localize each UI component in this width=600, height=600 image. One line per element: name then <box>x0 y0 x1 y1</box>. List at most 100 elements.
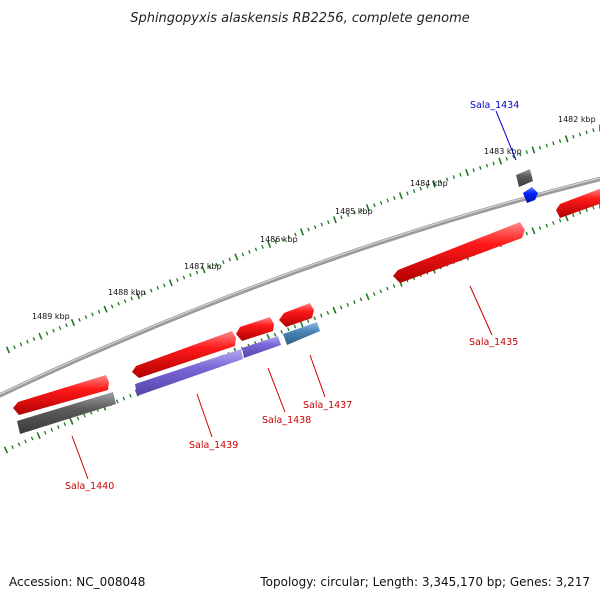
tick-mark <box>592 128 595 133</box>
tick-mark <box>398 192 403 200</box>
tick-mark <box>234 253 239 261</box>
tick-mark <box>319 313 323 318</box>
tick-mark <box>545 143 548 148</box>
tick-mark <box>386 198 389 203</box>
tick-mark <box>552 221 555 225</box>
gene-sala-1434-rna[interactable] <box>523 187 538 203</box>
tick-mark <box>69 417 74 425</box>
tick-mark <box>129 393 132 398</box>
gene-arrow-sala-1435[interactable] <box>393 222 525 283</box>
tick-mark <box>189 273 192 277</box>
gene-arrow-1[interactable] <box>279 303 314 327</box>
gene-label-sala-1437[interactable]: Sala_1437 <box>303 400 352 411</box>
gene-sala-1437[interactable] <box>283 322 320 345</box>
tick-mark <box>24 439 27 444</box>
tick-mark <box>564 135 569 143</box>
tick-mark <box>432 180 436 188</box>
tick-mark <box>353 300 356 305</box>
tick-mark <box>103 305 108 313</box>
tick-mark <box>585 208 588 213</box>
tick-mark <box>538 226 542 231</box>
gene-label-sala-1434[interactable]: Sala_1434 <box>470 100 519 111</box>
gene-label-sala-1439[interactable]: Sala_1439 <box>189 440 238 451</box>
tick-mark <box>558 139 562 143</box>
tick-mark <box>306 319 310 323</box>
gene-sala-1439[interactable] <box>135 349 243 396</box>
tick-mark <box>201 266 206 274</box>
gene-arrow-3[interactable] <box>132 331 236 378</box>
tick-mark <box>531 146 536 154</box>
tick-label: 1485 kbp <box>335 207 373 216</box>
tick-mark <box>525 231 529 236</box>
gene-sala-1438[interactable] <box>242 336 281 358</box>
tick-mark <box>19 342 23 347</box>
tick-mark <box>373 203 376 208</box>
tick-mark <box>57 425 60 429</box>
tick-mark <box>518 152 522 157</box>
tick-label: 1484 kbp <box>410 179 448 188</box>
tick-label: 1487 kbp <box>184 262 222 271</box>
tick-mark <box>78 317 81 322</box>
tick-mark <box>76 416 80 421</box>
tick-mark <box>465 168 469 177</box>
tick-mark <box>572 213 575 218</box>
tick-mark <box>419 186 422 191</box>
tick-mark <box>426 184 429 189</box>
tick-mark <box>326 310 330 315</box>
gene-label-sala-1438[interactable]: Sala_1438 <box>262 415 311 426</box>
tick-mark <box>50 427 54 432</box>
tick-mark <box>558 218 562 223</box>
tick-mark <box>13 345 16 350</box>
tick-mark <box>572 134 575 139</box>
tick-mark <box>5 346 11 354</box>
tick-mark <box>280 237 284 242</box>
tick-mark <box>472 168 475 173</box>
tick-mark <box>110 304 114 309</box>
gene-label-sala-1440[interactable]: Sala_1440 <box>65 481 114 492</box>
tick-mark <box>327 220 330 225</box>
tick-mark <box>156 286 160 290</box>
tick-mark <box>163 283 166 288</box>
gene-sala-1440[interactable] <box>17 392 116 434</box>
tick-mark <box>261 244 264 249</box>
tick-mark <box>320 222 324 227</box>
tick-mark <box>332 216 337 224</box>
tick-mark <box>452 175 456 180</box>
tick-mark <box>63 422 67 427</box>
tick-mark <box>30 436 34 441</box>
tick-mark <box>123 299 127 304</box>
tick-mark <box>11 445 14 450</box>
tick-mark <box>280 330 283 334</box>
tick-mark <box>182 275 186 280</box>
tick-mark <box>531 227 536 235</box>
tick-mark <box>492 161 495 166</box>
tick-mark <box>58 326 62 330</box>
tick-mark <box>215 262 218 267</box>
tick-mark <box>45 331 49 336</box>
map-title: Sphingopyxis alaskensis RB2256, complete… <box>130 11 470 26</box>
gene-arrow-4[interactable] <box>13 375 109 415</box>
tick-mark <box>116 399 119 404</box>
tick-mark <box>346 302 350 307</box>
tick-mark <box>168 279 173 287</box>
tick-label: 1488 kbp <box>108 288 146 297</box>
gene-labels: Sala_1434 Sala_1435 Sala_1437 Sala_1438 … <box>65 100 519 492</box>
gene-sala-1434-gray[interactable] <box>516 169 533 187</box>
gene-label-sala-1435[interactable]: Sala_1435 <box>469 337 518 348</box>
tick-mark <box>393 196 396 201</box>
tick-mark <box>43 430 47 435</box>
tick-mark <box>38 332 43 340</box>
tick-mark <box>359 297 363 302</box>
tick-mark <box>379 289 383 294</box>
gene-arrow-far-right[interactable] <box>556 188 600 218</box>
tick-mark <box>36 432 41 440</box>
gene-arrow-2[interactable] <box>236 317 274 341</box>
tick-labels: 1482 kbp 1483 kbp 1484 kbp 1485 kbp 1486… <box>32 115 596 321</box>
tick-mark <box>70 318 76 327</box>
tick-mark <box>136 292 141 300</box>
tick-mark <box>274 239 277 244</box>
tick-mark <box>545 223 549 228</box>
tick-mark <box>273 332 277 337</box>
tick-mark <box>143 291 147 296</box>
